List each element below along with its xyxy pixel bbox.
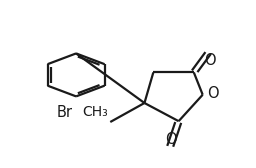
Text: CH₃: CH₃ [82,105,108,119]
Text: O: O [205,53,216,68]
Text: Br: Br [56,106,72,120]
Text: O: O [165,132,177,147]
Text: O: O [207,86,219,101]
